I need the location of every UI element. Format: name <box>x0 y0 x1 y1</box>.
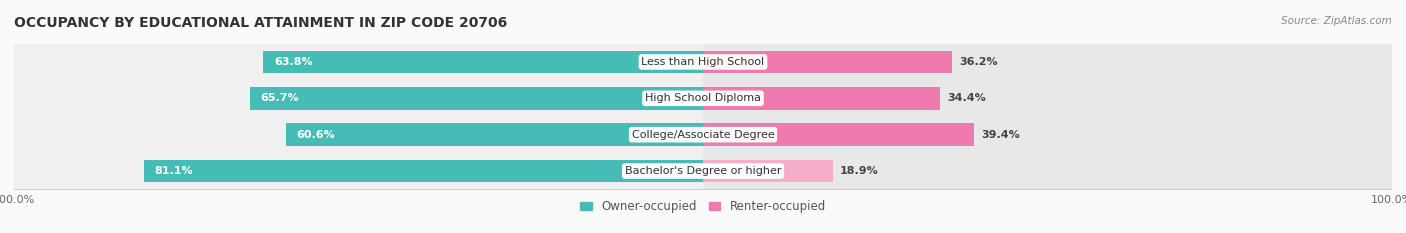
Bar <box>703 160 834 182</box>
Bar <box>14 116 703 153</box>
Bar <box>703 80 1392 116</box>
Bar <box>703 44 1392 80</box>
Legend: Owner-occupied, Renter-occupied: Owner-occupied, Renter-occupied <box>575 195 831 218</box>
Bar <box>14 153 703 189</box>
Bar <box>285 123 703 146</box>
Text: Source: ZipAtlas.com: Source: ZipAtlas.com <box>1281 16 1392 26</box>
Bar <box>703 87 941 110</box>
Text: Bachelor's Degree or higher: Bachelor's Degree or higher <box>624 166 782 176</box>
Bar <box>703 51 952 73</box>
Text: 65.7%: 65.7% <box>260 93 299 103</box>
Text: 63.8%: 63.8% <box>274 57 312 67</box>
Bar <box>14 44 703 80</box>
Text: College/Associate Degree: College/Associate Degree <box>631 130 775 140</box>
Bar <box>703 116 1392 153</box>
Text: 39.4%: 39.4% <box>981 130 1021 140</box>
Bar <box>703 153 1392 189</box>
Bar <box>263 51 703 73</box>
Bar <box>14 80 703 116</box>
Text: 34.4%: 34.4% <box>946 93 986 103</box>
Bar <box>145 160 703 182</box>
Text: 60.6%: 60.6% <box>295 130 335 140</box>
Text: High School Diploma: High School Diploma <box>645 93 761 103</box>
Text: Less than High School: Less than High School <box>641 57 765 67</box>
Bar <box>703 123 974 146</box>
Text: OCCUPANCY BY EDUCATIONAL ATTAINMENT IN ZIP CODE 20706: OCCUPANCY BY EDUCATIONAL ATTAINMENT IN Z… <box>14 16 508 30</box>
Text: 81.1%: 81.1% <box>155 166 193 176</box>
Text: 18.9%: 18.9% <box>841 166 879 176</box>
Bar <box>250 87 703 110</box>
Text: 36.2%: 36.2% <box>959 57 998 67</box>
